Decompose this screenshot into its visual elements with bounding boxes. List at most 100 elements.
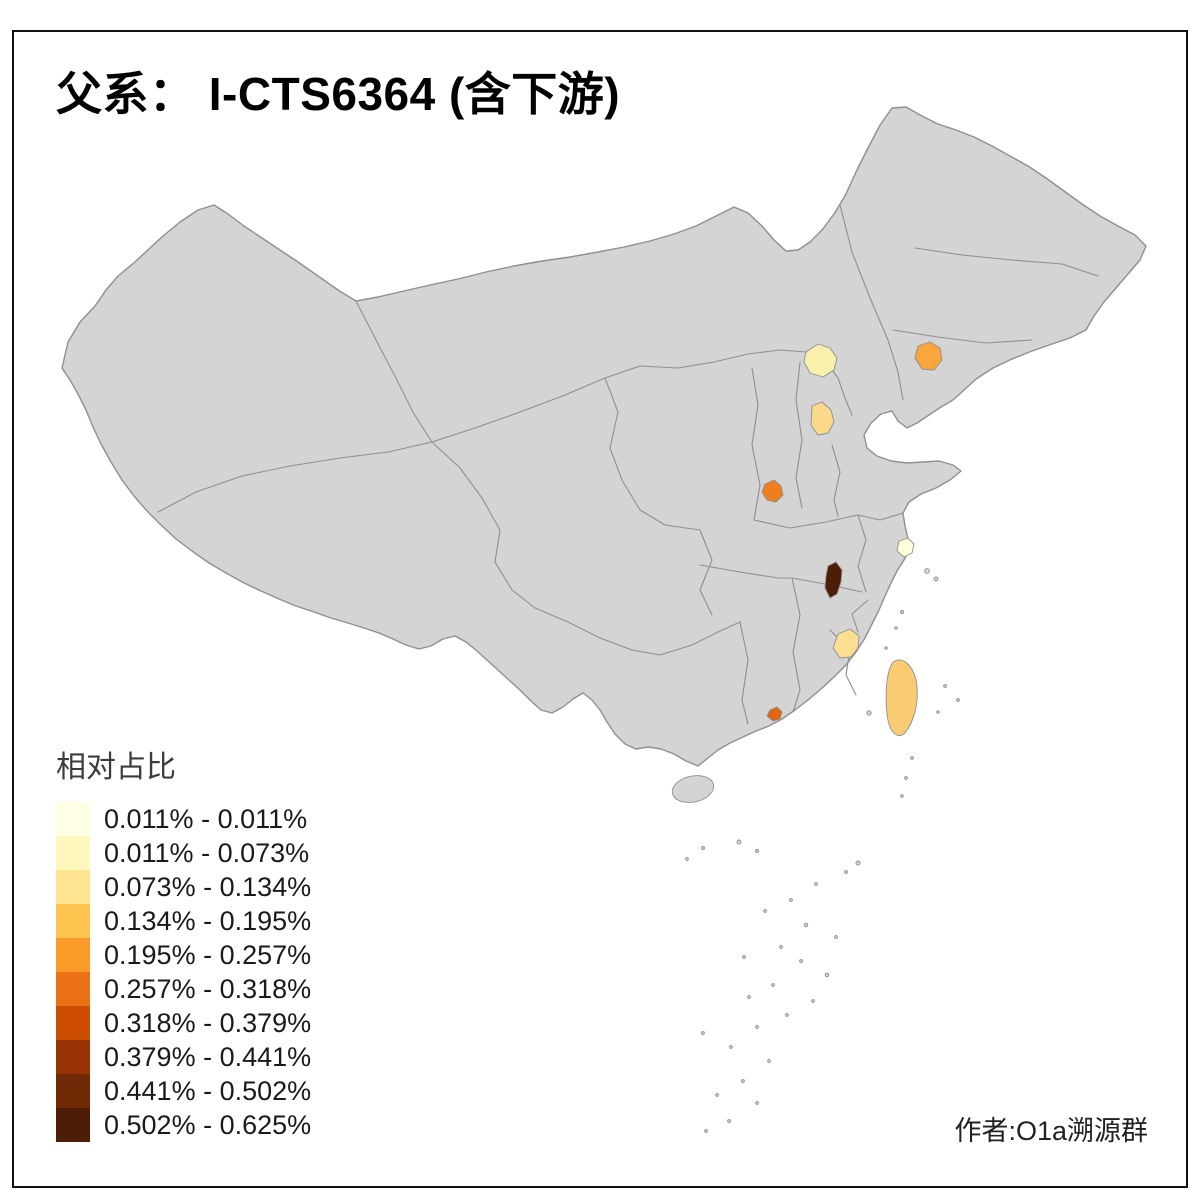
region-liaoning <box>914 341 943 371</box>
island-speck <box>741 1079 745 1083</box>
legend-label: 0.073% - 0.134% <box>104 871 312 902</box>
island-speck <box>755 1025 759 1029</box>
legend-row: 0.318% - 0.379% <box>56 1006 311 1040</box>
region-tianjin-hebei <box>810 401 835 436</box>
attribution-text: 作者:O1a溯源群 <box>954 1116 1148 1146</box>
province-border <box>739 621 749 725</box>
island-speck <box>933 576 939 582</box>
legend-swatch <box>56 938 90 972</box>
region-shanghai <box>896 537 915 558</box>
legend-label: 0.134% - 0.195% <box>104 905 312 936</box>
legend-swatch <box>56 1108 90 1142</box>
island-speck <box>814 882 818 886</box>
china-mainland <box>61 106 1147 767</box>
island-speck <box>910 756 914 760</box>
page-title: 父系： I-CTS6364 (含下游) <box>56 68 621 120</box>
island-speck <box>844 870 848 874</box>
legend-label: 0.379% - 0.441% <box>104 1041 312 1072</box>
region-taiwan <box>885 659 918 736</box>
province-border <box>534 607 661 656</box>
province-border <box>431 365 641 443</box>
legend-row: 0.073% - 0.134% <box>56 870 311 904</box>
island-speck <box>742 955 746 959</box>
island-speck <box>755 849 759 853</box>
legend-label: 0.502% - 0.625% <box>104 1109 312 1140</box>
legend-row: 0.011% - 0.011% <box>56 802 311 836</box>
province-border <box>659 621 741 656</box>
province-border <box>892 329 1033 344</box>
highlighted-regions <box>761 341 943 736</box>
legend: 相对占比 0.011% - 0.011% 0.011% - 0.073% 0.0… <box>56 742 311 1142</box>
region-guangdong-dot <box>766 706 783 722</box>
island-speck <box>785 1013 789 1017</box>
island-speck <box>729 1045 733 1049</box>
legend-row: 0.257% - 0.318% <box>56 972 311 1006</box>
province-border <box>355 300 433 443</box>
legend-label: 0.195% - 0.257% <box>104 939 312 970</box>
province-border <box>751 367 761 521</box>
island-speck <box>884 646 888 650</box>
island-speck <box>824 972 830 978</box>
legend-title: 相对占比 <box>56 751 176 784</box>
legend-swatch <box>56 836 90 870</box>
province-border <box>857 514 867 593</box>
island-speck <box>956 698 960 702</box>
legend-swatch <box>56 904 90 938</box>
legend-swatch <box>56 1006 90 1040</box>
legend-row: 0.502% - 0.625% <box>56 1108 311 1142</box>
legend-label: 0.011% - 0.073% <box>104 837 310 868</box>
island-speck <box>924 568 930 574</box>
islands <box>671 568 960 1133</box>
island-speck <box>701 1031 705 1035</box>
island-speck <box>803 922 809 928</box>
region-shaanxi <box>761 479 784 503</box>
hainan-island <box>671 775 715 803</box>
legend-row: 0.195% - 0.257% <box>56 938 311 972</box>
province-border <box>157 441 433 513</box>
legend-swatch <box>56 972 90 1006</box>
island-speck <box>715 1093 719 1097</box>
region-anhui-dark <box>824 561 843 599</box>
island-speck <box>747 995 751 999</box>
island-speck <box>894 626 898 630</box>
island-speck <box>900 794 904 798</box>
island-speck <box>701 846 705 850</box>
island-speck <box>755 1101 759 1105</box>
province-border <box>639 349 807 369</box>
island-speck <box>904 776 908 780</box>
island-speck <box>936 710 940 714</box>
island-speck <box>943 684 947 688</box>
island-speck <box>834 935 838 939</box>
legend-swatch <box>56 1040 90 1074</box>
island-speck <box>779 945 783 949</box>
legend-label: 0.011% - 0.011% <box>104 803 308 834</box>
province-border <box>795 361 803 509</box>
province-border <box>839 204 904 401</box>
island-speck <box>799 959 803 963</box>
province-border <box>604 377 701 531</box>
island-speck <box>763 909 767 913</box>
legend-swatch <box>56 870 90 904</box>
legend-row: 0.441% - 0.502% <box>56 1074 311 1108</box>
legend-swatch <box>56 802 90 836</box>
province-border <box>699 529 713 616</box>
island-speck <box>727 1119 731 1123</box>
province-border <box>431 441 536 609</box>
legend-label: 0.257% - 0.318% <box>104 973 312 1004</box>
island-speck <box>685 857 689 861</box>
legend-label: 0.441% - 0.502% <box>104 1075 312 1106</box>
province-border <box>914 247 1099 277</box>
legend-label: 0.318% - 0.379% <box>104 1007 312 1038</box>
island-speck <box>811 999 815 1003</box>
legend-row: 0.379% - 0.441% <box>56 1040 311 1074</box>
province-border <box>753 514 859 529</box>
island-speck <box>736 839 742 845</box>
legend-swatch <box>56 1074 90 1108</box>
province-border <box>699 564 793 579</box>
legend-row: 0.134% - 0.195% <box>56 904 311 938</box>
island-speck <box>704 1129 708 1133</box>
province-border <box>857 512 904 521</box>
province-borders <box>157 204 1099 725</box>
